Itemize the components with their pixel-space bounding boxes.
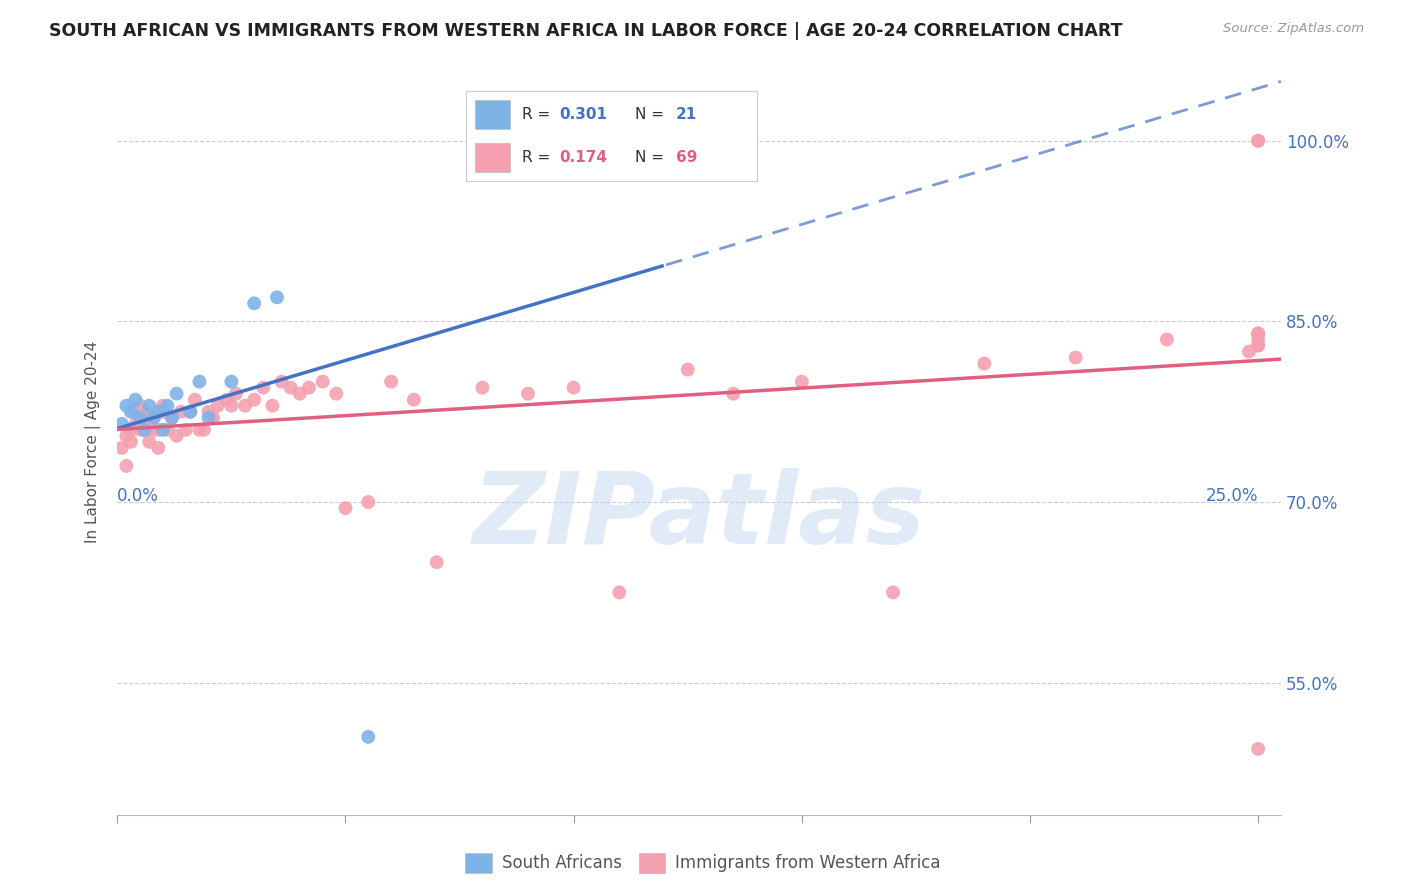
Point	[1247, 338, 1270, 352]
Point	[723, 386, 745, 401]
Point	[335, 501, 357, 516]
Point	[517, 386, 540, 401]
Point	[111, 417, 134, 431]
Point	[197, 405, 219, 419]
Point	[607, 585, 630, 599]
Point	[1237, 344, 1260, 359]
Y-axis label: In Labor Force | Age 20-24: In Labor Force | Age 20-24	[86, 341, 101, 543]
Point	[129, 410, 152, 425]
Point	[325, 386, 347, 401]
Point	[221, 375, 243, 389]
Legend: South Africans, Immigrants from Western Africa: South Africans, Immigrants from Western …	[458, 847, 948, 880]
Point	[152, 399, 174, 413]
Point	[179, 405, 201, 419]
Point	[426, 555, 449, 569]
Point	[1247, 134, 1270, 148]
Point	[152, 405, 174, 419]
Point	[124, 392, 146, 407]
Point	[676, 362, 699, 376]
Point	[124, 417, 146, 431]
Point	[129, 399, 152, 413]
Text: ZIPatlas: ZIPatlas	[472, 468, 925, 565]
Point	[471, 381, 494, 395]
Point	[156, 399, 179, 413]
Point	[148, 423, 170, 437]
Point	[280, 381, 302, 395]
Point	[380, 375, 402, 389]
Point	[221, 399, 243, 413]
Point	[142, 423, 165, 437]
Point	[252, 381, 274, 395]
Point	[120, 434, 142, 449]
Point	[124, 405, 146, 419]
Point	[134, 405, 156, 419]
Point	[188, 375, 211, 389]
Point	[233, 399, 256, 413]
Text: SOUTH AFRICAN VS IMMIGRANTS FROM WESTERN AFRICA IN LABOR FORCE | AGE 20-24 CORRE: SOUTH AFRICAN VS IMMIGRANTS FROM WESTERN…	[49, 22, 1123, 40]
Point	[882, 585, 904, 599]
Point	[1247, 742, 1270, 756]
Point	[202, 410, 225, 425]
Point	[654, 134, 676, 148]
Point	[790, 375, 813, 389]
Point	[129, 423, 152, 437]
Point	[184, 392, 207, 407]
Point	[115, 458, 138, 473]
Point	[142, 410, 165, 425]
Point	[174, 423, 197, 437]
Point	[138, 399, 160, 413]
Point	[152, 423, 174, 437]
Point	[288, 386, 311, 401]
Text: 25.0%: 25.0%	[1205, 487, 1258, 505]
Point	[1156, 333, 1178, 347]
Point	[1247, 134, 1270, 148]
Point	[298, 381, 321, 395]
Point	[156, 423, 179, 437]
Point	[193, 423, 215, 437]
Text: 0.0%: 0.0%	[117, 487, 159, 505]
Point	[266, 290, 288, 304]
Point	[188, 423, 211, 437]
Point	[207, 399, 229, 413]
Point	[115, 399, 138, 413]
Text: Source: ZipAtlas.com: Source: ZipAtlas.com	[1223, 22, 1364, 36]
Point	[120, 423, 142, 437]
Point	[197, 410, 219, 425]
Point	[402, 392, 425, 407]
Point	[160, 410, 183, 425]
Point	[134, 423, 156, 437]
Point	[166, 429, 188, 443]
Point	[562, 381, 585, 395]
Point	[225, 386, 247, 401]
Point	[243, 392, 266, 407]
Point	[1247, 338, 1270, 352]
Point	[170, 405, 193, 419]
Point	[134, 423, 156, 437]
Point	[179, 405, 201, 419]
Point	[1064, 351, 1087, 365]
Point	[160, 410, 183, 425]
Point	[243, 296, 266, 310]
Point	[142, 410, 165, 425]
Point	[357, 730, 380, 744]
Point	[215, 392, 238, 407]
Point	[311, 375, 333, 389]
Point	[148, 405, 170, 419]
Point	[138, 434, 160, 449]
Point	[115, 429, 138, 443]
Point	[166, 386, 188, 401]
Point	[148, 441, 170, 455]
Point	[270, 375, 292, 389]
Point	[111, 441, 134, 455]
Point	[1247, 326, 1270, 341]
Point	[1247, 333, 1270, 347]
Point	[120, 405, 142, 419]
Point	[1247, 326, 1270, 341]
Point	[357, 495, 380, 509]
Point	[973, 357, 995, 371]
Point	[262, 399, 284, 413]
Point	[138, 410, 160, 425]
